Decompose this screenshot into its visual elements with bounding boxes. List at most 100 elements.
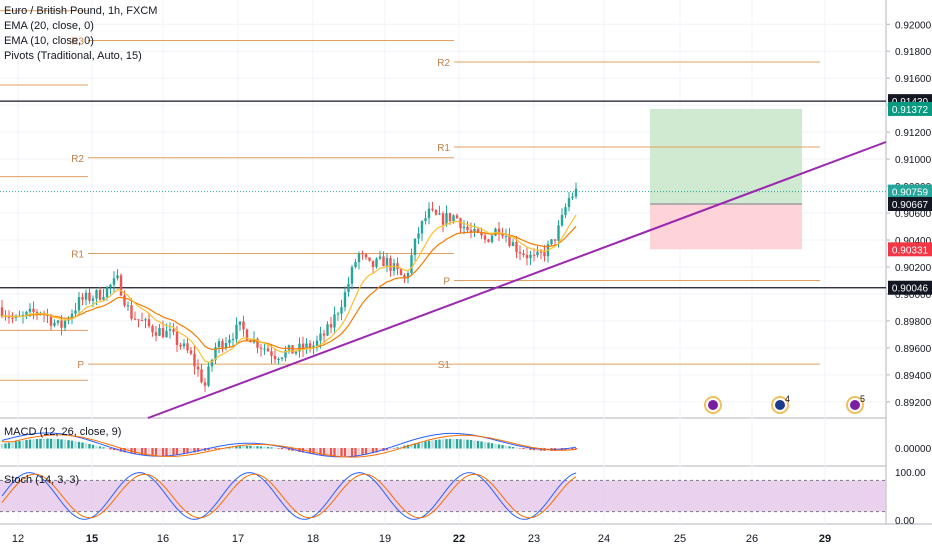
candle (207, 362, 210, 388)
candle-body (112, 278, 116, 285)
macd-bar (11, 442, 14, 449)
macd-bar (105, 448, 109, 449)
macd-bar (245, 445, 249, 449)
candle-body (84, 292, 88, 300)
pivot-label: R1 (71, 249, 84, 260)
candle (46, 308, 49, 324)
candle-body (123, 295, 126, 306)
candle-body (522, 253, 525, 255)
trendline[interactable] (147, 141, 887, 419)
candle (473, 223, 476, 238)
candle (242, 315, 245, 337)
macd-bar (312, 448, 315, 455)
macd-bar (424, 441, 427, 449)
macd-bar (525, 448, 529, 450)
candle-body (315, 340, 319, 346)
macd-bar (210, 448, 214, 450)
stoch-legend[interactable]: Stoch (14, 3, 3) (4, 474, 80, 486)
horizontal-lines[interactable] (0, 100, 886, 289)
candle (462, 220, 466, 235)
macd-bar (63, 439, 67, 449)
macd-bar (438, 439, 441, 449)
candle-body (175, 331, 179, 345)
loss-zone (650, 204, 802, 250)
macd-legend[interactable]: MACD (12, 26, close, 9) (4, 426, 122, 438)
candle-body (116, 275, 119, 279)
legend-ema10[interactable]: EMA (10, close, 0) (4, 35, 94, 47)
candle-body (217, 341, 221, 348)
candle (154, 326, 158, 342)
candle-body (56, 320, 60, 323)
macd-bar (371, 448, 375, 454)
candle-body (60, 320, 63, 328)
candle (525, 247, 529, 266)
candle (546, 240, 550, 263)
candle-body (466, 226, 469, 231)
macd-bar (501, 445, 504, 449)
macd-bar (497, 444, 501, 449)
event-badge: 5 (846, 394, 865, 414)
price-badge: 0.90759 (888, 184, 932, 199)
macd-bar (175, 448, 179, 455)
macd-bar (420, 441, 424, 449)
candle-body (140, 320, 144, 322)
macd-pane (0, 432, 578, 458)
candle (179, 342, 182, 350)
macd-bar (392, 448, 396, 449)
candle-body (53, 322, 56, 326)
candle-body (168, 329, 172, 331)
macd-bar (144, 448, 147, 456)
candle (487, 238, 490, 243)
candle (84, 289, 88, 306)
macd-bar (571, 448, 574, 450)
price-tick-label: 0.92000 (895, 20, 932, 31)
legend-pivots[interactable]: Pivots (Traditional, Auto, 15) (4, 50, 142, 62)
candle (550, 238, 553, 247)
macd-bar (46, 438, 49, 449)
candle-body (336, 313, 340, 315)
candle (116, 269, 119, 281)
price-badge: 0.90667 (888, 197, 932, 212)
macd-bar (77, 441, 81, 449)
time-axis[interactable]: 12 15 16 17 18 19 22 23 24 25 26 29 (12, 533, 831, 545)
price-tick-label: 0.91000 (895, 155, 932, 166)
candle-body (536, 251, 539, 256)
price-tick-label: 0.90200 (895, 263, 932, 274)
candle (350, 264, 354, 290)
candle (168, 322, 172, 339)
candle (172, 323, 175, 336)
macd-bar (529, 448, 532, 450)
macd-bar (32, 439, 35, 449)
candle-body (448, 213, 452, 222)
candle (7, 310, 11, 324)
candle-body (340, 307, 343, 314)
macd-bar (329, 448, 333, 456)
candle-body (553, 239, 557, 241)
macd-bar (322, 448, 326, 456)
price-axis[interactable]: 0.920000.918000.916000.914000.912000.910… (886, 20, 932, 527)
candle-body (504, 235, 508, 237)
macd-bar (56, 439, 60, 449)
macd-bar (235, 446, 238, 449)
legend-ema20[interactable]: EMA (20, close, 0) (4, 20, 94, 32)
candle (266, 345, 270, 352)
candle (336, 311, 340, 321)
macd-bar (193, 448, 196, 453)
macd-bar (84, 443, 88, 449)
candle-body (158, 327, 161, 336)
macd-bar (60, 439, 63, 449)
candle-body (571, 196, 574, 199)
event-count: 5 (860, 394, 865, 404)
macd-bar (340, 448, 343, 457)
candle-body (364, 254, 368, 258)
candle-body (417, 233, 420, 239)
candle (368, 257, 371, 262)
symbol-title[interactable]: Euro / British Pound, 1h, FXCM (4, 5, 158, 17)
candle-body (473, 229, 476, 233)
candle-body (25, 311, 28, 315)
candle-body (256, 338, 259, 348)
long-position-tool[interactable] (650, 108, 802, 250)
price-badge-bg (888, 280, 932, 295)
